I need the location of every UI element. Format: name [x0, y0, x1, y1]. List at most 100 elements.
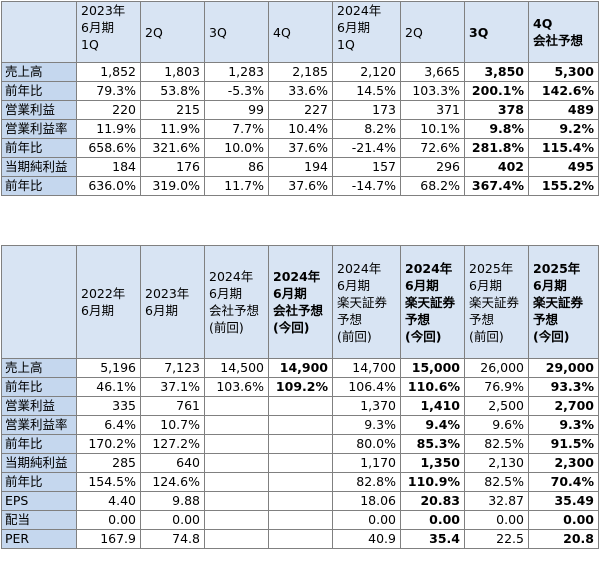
table-cell — [204, 434, 269, 454]
header-row: 2022年 6月期 2023年 6月期 2024年 6月期 会社予想 (前回) … — [1, 245, 599, 359]
table-cell: 127.2% — [140, 434, 205, 454]
table-cell: 10.4% — [268, 119, 333, 139]
table-cell: 37.6% — [268, 138, 333, 158]
header-cell: 4Q 会社予想 — [528, 1, 599, 63]
header-corner — [1, 245, 77, 359]
table-cell: 194 — [268, 157, 333, 177]
table-cell — [268, 529, 333, 549]
table-cell — [268, 415, 333, 435]
table-cell: 70.4% — [528, 472, 599, 492]
table-cell: 285 — [76, 453, 141, 473]
table-cell — [268, 396, 333, 416]
table-cell: 40.9 — [332, 529, 401, 549]
table-cell: 124.6% — [140, 472, 205, 492]
table-cell: 761 — [140, 396, 205, 416]
table-cell: 76.9% — [464, 377, 529, 397]
table-cell: 200.1% — [464, 81, 529, 101]
quarterly-results-table: 2023年 6月期 1Q 2Q 3Q 4Q 2024年 6月期 1Q 2Q 3Q… — [1, 1, 599, 196]
table-cell: 8.2% — [332, 119, 401, 139]
row-label: 前年比 — [1, 81, 77, 101]
table-cell: 35.4 — [400, 529, 465, 549]
table-cell: 6.4% — [76, 415, 141, 435]
table-cell: 99 — [204, 100, 269, 120]
table-cell: 9.3% — [332, 415, 401, 435]
row-label: 配当 — [1, 510, 77, 530]
table-cell: 489 — [528, 100, 599, 120]
table-cell: 0.00 — [332, 510, 401, 530]
table-cell: 29,000 — [528, 358, 599, 378]
table-row: 前年比 658.6% 321.6% 10.0% 37.6% -21.4% 72.6% 281.… — [1, 138, 599, 158]
table-row: 当期純利益 184 176 86 194 157 296 402 495 — [1, 157, 599, 177]
table-cell: 11.7% — [204, 176, 269, 196]
table-cell: 68.2% — [400, 176, 465, 196]
table-cell: 0.00 — [464, 510, 529, 530]
table-cell: 2,500 — [464, 396, 529, 416]
table-cell: 167.9 — [76, 529, 141, 549]
table-cell — [268, 472, 333, 492]
table-cell: 18.06 — [332, 491, 401, 511]
table-cell: 37.1% — [140, 377, 205, 397]
table-cell: 33.6% — [268, 81, 333, 101]
table-cell: 9.4% — [400, 415, 465, 435]
header-cell: 2Q — [140, 1, 205, 63]
header-cell: 2024年 6月期 楽天証券 予想 (前回) — [332, 245, 401, 359]
table-row: 営業利益 220 215 99 227 173 371 378 489 — [1, 100, 599, 120]
table-cell: 321.6% — [140, 138, 205, 158]
table-cell: 1,852 — [76, 62, 141, 82]
header-cell: 2024年 6月期 会社予想 (前回) — [204, 245, 269, 359]
table-row: 営業利益 335 761 1,370 1,410 2,500 2,700 — [1, 396, 599, 416]
table-cell: 82.5% — [464, 472, 529, 492]
table-cell: 0.00 — [400, 510, 465, 530]
header-cell: 3Q — [464, 1, 529, 63]
table-cell: 378 — [464, 100, 529, 120]
table-row: PER 167.9 74.8 40.9 35.4 22.5 20.8 — [1, 529, 599, 549]
table-row: 売上高 1,852 1,803 1,283 2,185 2,120 3,665 3,850 5,… — [1, 62, 599, 82]
table-cell — [204, 396, 269, 416]
table-cell: 2,130 — [464, 453, 529, 473]
table-cell: 9.88 — [140, 491, 205, 511]
table-row: 前年比 46.1% 37.1% 103.6% 109.2% 106.4% 110.6% 76.… — [1, 377, 599, 397]
table-cell: 86 — [204, 157, 269, 177]
table-cell: 80.0% — [332, 434, 401, 454]
row-label: 当期純利益 — [1, 453, 77, 473]
table-cell: 14,700 — [332, 358, 401, 378]
table-cell: 1,170 — [332, 453, 401, 473]
table-cell: 14,900 — [268, 358, 333, 378]
table-cell: 14,500 — [204, 358, 269, 378]
annual-forecast-table: 2022年 6月期 2023年 6月期 2024年 6月期 会社予想 (前回) … — [1, 245, 599, 549]
table-cell: 184 — [76, 157, 141, 177]
table-cell: -5.3% — [204, 81, 269, 101]
header-cell: 2024年 6月期 1Q — [332, 1, 401, 63]
table-cell: 3,850 — [464, 62, 529, 82]
table-row: 配当 0.00 0.00 0.00 0.00 0.00 0.00 — [1, 510, 599, 530]
table-cell: 9.6% — [464, 415, 529, 435]
table-cell: 335 — [76, 396, 141, 416]
table-cell: 11.9% — [76, 119, 141, 139]
header-cell: 3Q — [204, 1, 269, 63]
row-label: 前年比 — [1, 434, 77, 454]
table-cell: 3,665 — [400, 62, 465, 82]
table-cell: 0.00 — [528, 510, 599, 530]
table-cell: 170.2% — [76, 434, 141, 454]
table-row: 営業利益率 6.4% 10.7% 9.3% 9.4% 9.6% 9.3% — [1, 415, 599, 435]
table-row: 売上高 5,196 7,123 14,500 14,900 14,700 15,000 26,… — [1, 358, 599, 378]
table-cell: 85.3% — [400, 434, 465, 454]
table-cell: 495 — [528, 157, 599, 177]
table-cell: 1,410 — [400, 396, 465, 416]
table-cell: 367.4% — [464, 176, 529, 196]
table-cell: 7.7% — [204, 119, 269, 139]
table-cell: 402 — [464, 157, 529, 177]
table-cell: 1,370 — [332, 396, 401, 416]
row-label: 営業利益 — [1, 100, 77, 120]
header-cell: 4Q — [268, 1, 333, 63]
table-cell: 2,120 — [332, 62, 401, 82]
table-cell: 142.6% — [528, 81, 599, 101]
header-cell: 2022年 6月期 — [76, 245, 141, 359]
table-cell: 2,700 — [528, 396, 599, 416]
table-cell — [268, 491, 333, 511]
table-cell: 26,000 — [464, 358, 529, 378]
table-row: EPS 4.40 9.88 18.06 20.83 32.87 35.49 — [1, 491, 599, 511]
table-cell: -14.7% — [332, 176, 401, 196]
header-cell: 2024年 6月期 楽天証券 予想 (今回) — [400, 245, 465, 359]
table-cell: 15,000 — [400, 358, 465, 378]
